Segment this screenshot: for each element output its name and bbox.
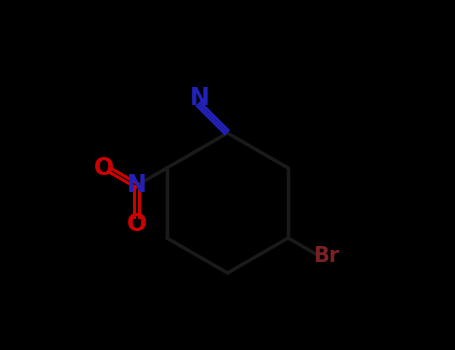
Text: N: N: [126, 174, 147, 197]
Text: O: O: [126, 212, 147, 236]
Text: O: O: [94, 156, 114, 180]
Text: Br: Br: [313, 245, 339, 266]
Text: N: N: [190, 86, 209, 110]
